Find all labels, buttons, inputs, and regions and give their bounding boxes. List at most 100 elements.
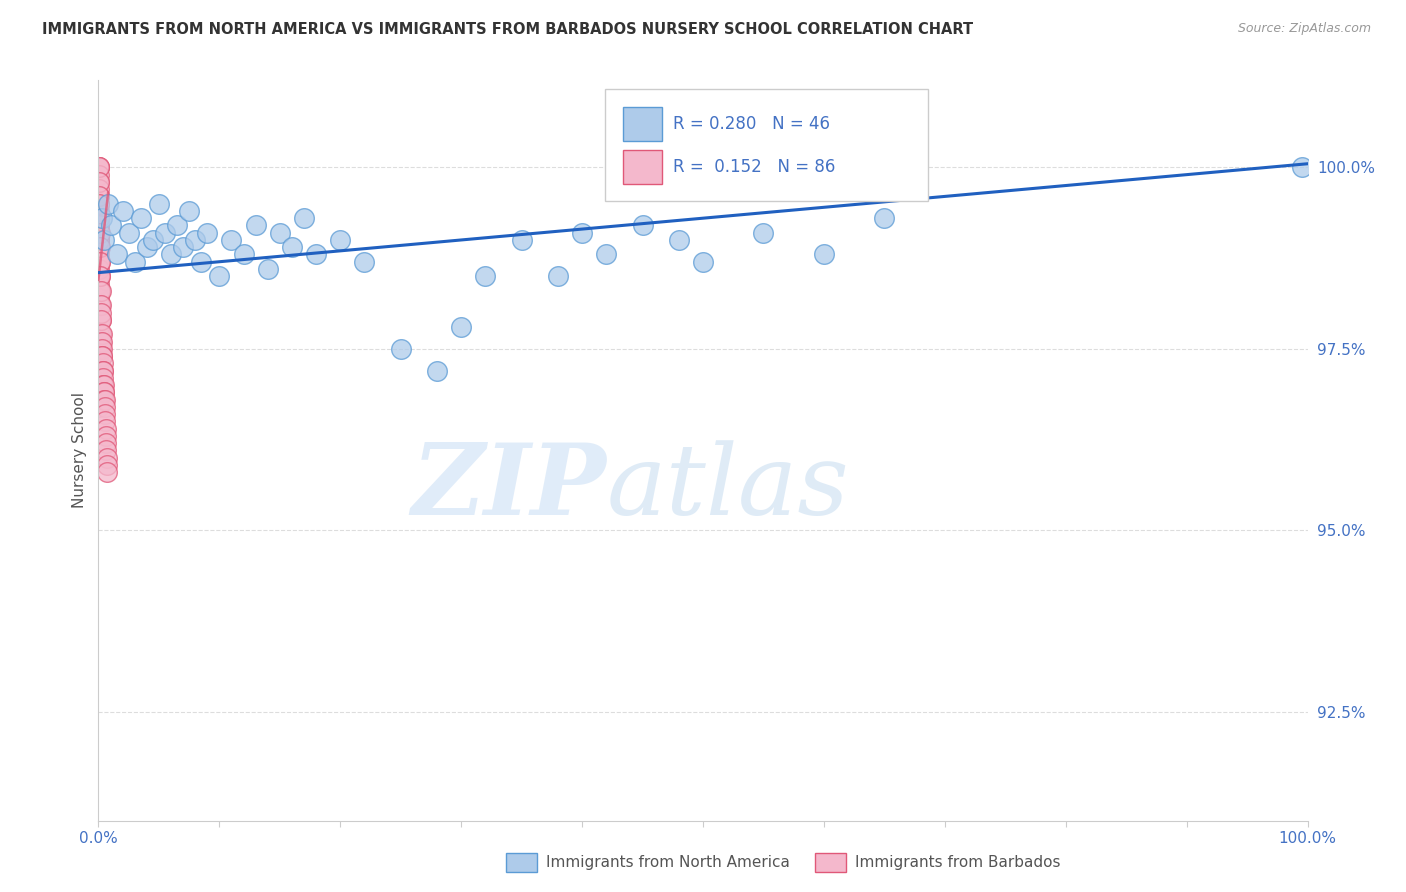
Point (89, 254, 111, 268)
Point (89, 240, 111, 254)
Text: Immigrants from Barbados: Immigrants from Barbados (855, 855, 1060, 870)
Point (87, 385, 110, 400)
Text: ZIP: ZIP (412, 439, 606, 536)
Point (94, 422, 117, 436)
Point (87, 189, 110, 203)
Point (96, 450, 118, 465)
Point (89, 269, 111, 284)
Point (90, 334, 112, 349)
Point (91, 349, 114, 363)
Point (93, 378, 115, 392)
Point (93, 392, 115, 407)
Point (474, 269, 496, 284)
Point (91, 342, 114, 356)
Point (389, 342, 412, 356)
Point (94, 414, 117, 428)
Point (87, 219, 110, 233)
Point (873, 211, 896, 226)
Point (450, 320, 472, 334)
Text: R = 0.280   N = 46: R = 0.280 N = 46 (673, 115, 831, 133)
Point (752, 226, 775, 240)
Point (166, 219, 188, 233)
Point (93, 378, 115, 392)
Point (135, 240, 157, 254)
Point (94, 400, 117, 414)
Point (692, 254, 714, 268)
Point (87, 313, 110, 327)
Point (89, 298, 111, 312)
Point (89, 298, 111, 312)
Point (87, 226, 110, 240)
Point (96, 443, 118, 458)
Point (87, 168, 110, 182)
Point (87, 203, 110, 218)
Point (89, 226, 111, 240)
Point (96, 465, 118, 479)
Point (89, 211, 111, 226)
Point (93, 392, 115, 407)
Point (91, 363, 114, 377)
Point (232, 247, 254, 261)
Point (96, 458, 118, 472)
Point (87, 161, 110, 175)
Text: Source: ZipAtlas.com: Source: ZipAtlas.com (1237, 22, 1371, 36)
Point (89, 262, 111, 277)
Point (281, 240, 304, 254)
Point (94, 407, 117, 421)
Point (89, 284, 111, 298)
Point (87, 240, 110, 254)
Point (89, 313, 111, 327)
Point (129, 211, 152, 226)
Point (93, 233, 115, 247)
Point (87, 233, 110, 247)
Point (91, 349, 114, 363)
Point (89, 219, 111, 233)
Point (87, 247, 110, 261)
Point (329, 233, 352, 247)
Point (87, 182, 110, 196)
Point (105, 247, 128, 261)
Point (87, 356, 110, 370)
Point (221, 233, 243, 247)
Point (184, 233, 207, 247)
Point (172, 240, 194, 254)
Point (179, 203, 201, 218)
Point (89, 298, 111, 312)
Point (87, 269, 110, 284)
Point (571, 226, 593, 240)
Point (148, 196, 170, 211)
Text: R =  0.152   N = 86: R = 0.152 N = 86 (673, 158, 835, 176)
Point (142, 233, 165, 247)
Point (87, 175, 110, 189)
Point (100, 219, 122, 233)
Point (668, 233, 690, 247)
Point (96, 436, 118, 450)
Point (426, 363, 449, 377)
Point (94, 429, 117, 443)
Point (89, 254, 111, 268)
Point (269, 226, 291, 240)
Point (89, 233, 111, 247)
Point (245, 219, 267, 233)
Point (90, 334, 112, 349)
Point (87, 161, 110, 175)
Point (87, 196, 110, 211)
Point (87, 211, 110, 226)
Point (90, 342, 112, 356)
Point (111, 203, 134, 218)
Point (190, 254, 212, 268)
Point (91, 371, 114, 385)
Point (208, 269, 231, 284)
Point (87, 277, 110, 291)
Point (89, 269, 111, 284)
Point (90, 305, 112, 319)
Point (160, 247, 183, 261)
Point (87, 211, 110, 226)
Point (118, 226, 141, 240)
Text: IMMIGRANTS FROM NORTH AMERICA VS IMMIGRANTS FROM BARBADOS NURSERY SCHOOL CORRELA: IMMIGRANTS FROM NORTH AMERICA VS IMMIGRA… (42, 22, 973, 37)
Point (91, 356, 114, 370)
Point (124, 254, 146, 268)
Point (89, 269, 111, 284)
Point (90, 284, 112, 298)
Point (292, 211, 315, 226)
